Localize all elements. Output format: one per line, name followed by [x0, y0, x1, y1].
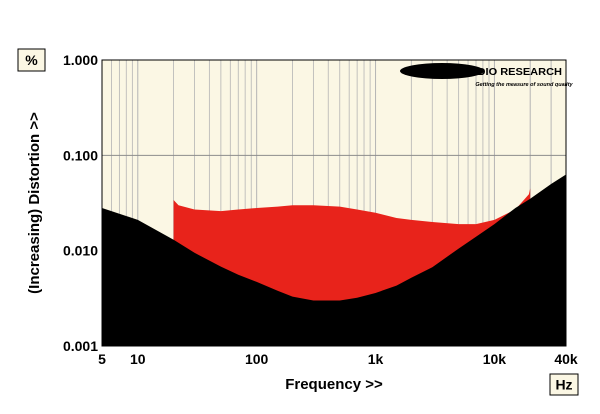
x-tick-label: 5: [98, 351, 106, 367]
y-tick-labels: 1.000 0.100 0.010 0.001: [63, 52, 98, 354]
x-tick-label: 100: [245, 351, 269, 367]
plot-area: [101, 59, 567, 347]
y-tick-label: 0.100: [63, 147, 98, 163]
x-unit-box: Hz: [549, 373, 579, 396]
lower-distortion-area: [102, 174, 566, 346]
y-tick-label: 1.000: [63, 52, 98, 68]
y-axis-title: (Increasing) Distortion >>: [26, 112, 43, 294]
x-tick-labels: 5 10 100 1k 10k 40k: [98, 351, 578, 367]
x-tick-label: 10k: [483, 351, 507, 367]
logo-tagline: Getting the measure of sound quality: [475, 82, 573, 88]
y-unit-box: %: [17, 48, 46, 72]
x-tick-label: 10: [130, 351, 146, 367]
miller-audio-research-logo: MILLER AUDIO RESEARCH Getting the measur…: [400, 63, 574, 88]
y-tick-label: 0.001: [63, 338, 98, 354]
x-tick-label: 1k: [368, 351, 384, 367]
x-unit-label: Hz: [555, 377, 572, 393]
y-tick-label: 0.010: [63, 243, 98, 259]
y-unit-label: %: [25, 52, 38, 68]
plot-border: [101, 59, 567, 347]
x-tick-label: 40k: [554, 351, 578, 367]
x-axis-title: Frequency >>: [285, 376, 383, 393]
logo-name: MILLER AUDIO RESEARCH: [418, 66, 562, 78]
